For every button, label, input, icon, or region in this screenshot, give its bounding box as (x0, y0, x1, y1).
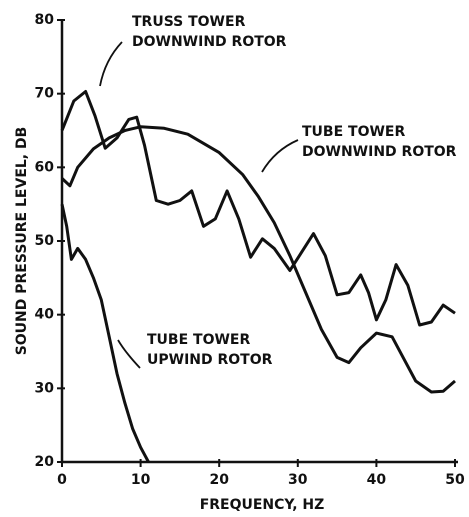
x-tick-label: 30 (288, 472, 308, 488)
x-axis-label: FREQUENCY, HZ (200, 497, 325, 513)
y-axis-label: SOUND PRESSURE LEVEL, DB (14, 127, 30, 356)
series-label: TUBE TOWER (147, 332, 250, 348)
series-label: TRUSS TOWER (132, 14, 246, 30)
leader-line (117, 339, 141, 369)
y-tick-label: 60 (35, 159, 55, 175)
y-tick-label: 20 (35, 454, 55, 470)
x-tick-label: 20 (209, 472, 229, 488)
y-tick-label: 80 (35, 12, 55, 28)
line (60, 90, 456, 327)
y-tick-label: 50 (35, 233, 55, 249)
series-label: TUBE TOWER (302, 124, 405, 140)
series-label: DOWNWIND ROTOR (302, 144, 457, 160)
x-tick-label: 50 (445, 472, 465, 488)
line (60, 125, 456, 394)
y-tick-label: 70 (35, 86, 55, 102)
leader-line (99, 41, 123, 87)
y-tick-label: 30 (35, 380, 55, 396)
y-tick-label: 40 (35, 307, 55, 323)
leader-line (261, 139, 299, 173)
x-tick-label: 40 (367, 472, 387, 488)
x-tick-label: 10 (131, 472, 151, 488)
x-tick-label: 0 (57, 472, 67, 488)
series-label: UPWIND ROTOR (147, 352, 273, 368)
series-label: DOWNWIND ROTOR (132, 34, 287, 50)
line (60, 203, 150, 463)
